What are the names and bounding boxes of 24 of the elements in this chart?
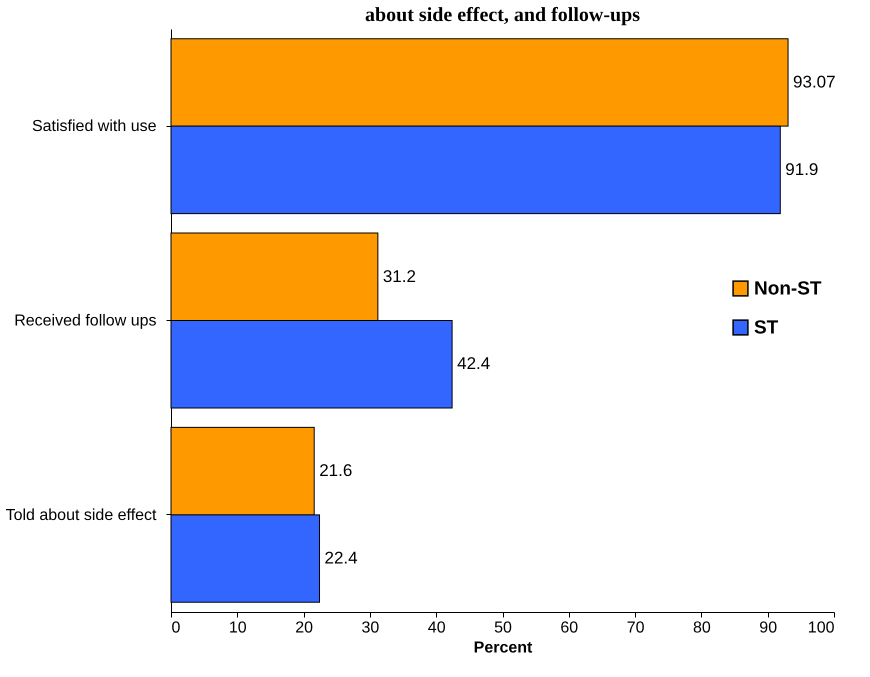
x-tick-label: 40 — [428, 620, 446, 636]
y-tick-label: Received follow ups — [14, 312, 156, 330]
x-tick-label: 30 — [362, 620, 380, 636]
x-tick-label: 20 — [295, 620, 314, 636]
y-tick-label: Told about side effect — [6, 506, 158, 524]
x-tick-label: 70 — [626, 620, 645, 636]
y-tick-label: Satisfied with use — [32, 118, 157, 136]
x-tick-label: 0 — [172, 620, 180, 636]
data-label: 93.07 — [793, 72, 836, 92]
data-label: 42.4 — [457, 354, 490, 374]
x-tick-label: 100 — [808, 620, 835, 636]
x-tick-label: 60 — [560, 620, 578, 636]
x-tick-label: 80 — [693, 620, 711, 636]
x-tick-label: 50 — [494, 620, 512, 636]
x-axis-title: Percent — [474, 640, 534, 656]
chart-title: about side effect, and follow-ups — [364, 4, 640, 26]
legend-label: Non-ST — [754, 278, 822, 300]
data-label: 22.4 — [324, 548, 358, 568]
data-label: 31.2 — [382, 266, 416, 286]
data-label: 91.9 — [785, 160, 818, 179]
legend-label: ST — [754, 318, 779, 338]
x-tick-label: 10 — [228, 620, 247, 636]
x-tick-label: 90 — [759, 620, 778, 636]
data-label: 21.6 — [319, 461, 352, 480]
